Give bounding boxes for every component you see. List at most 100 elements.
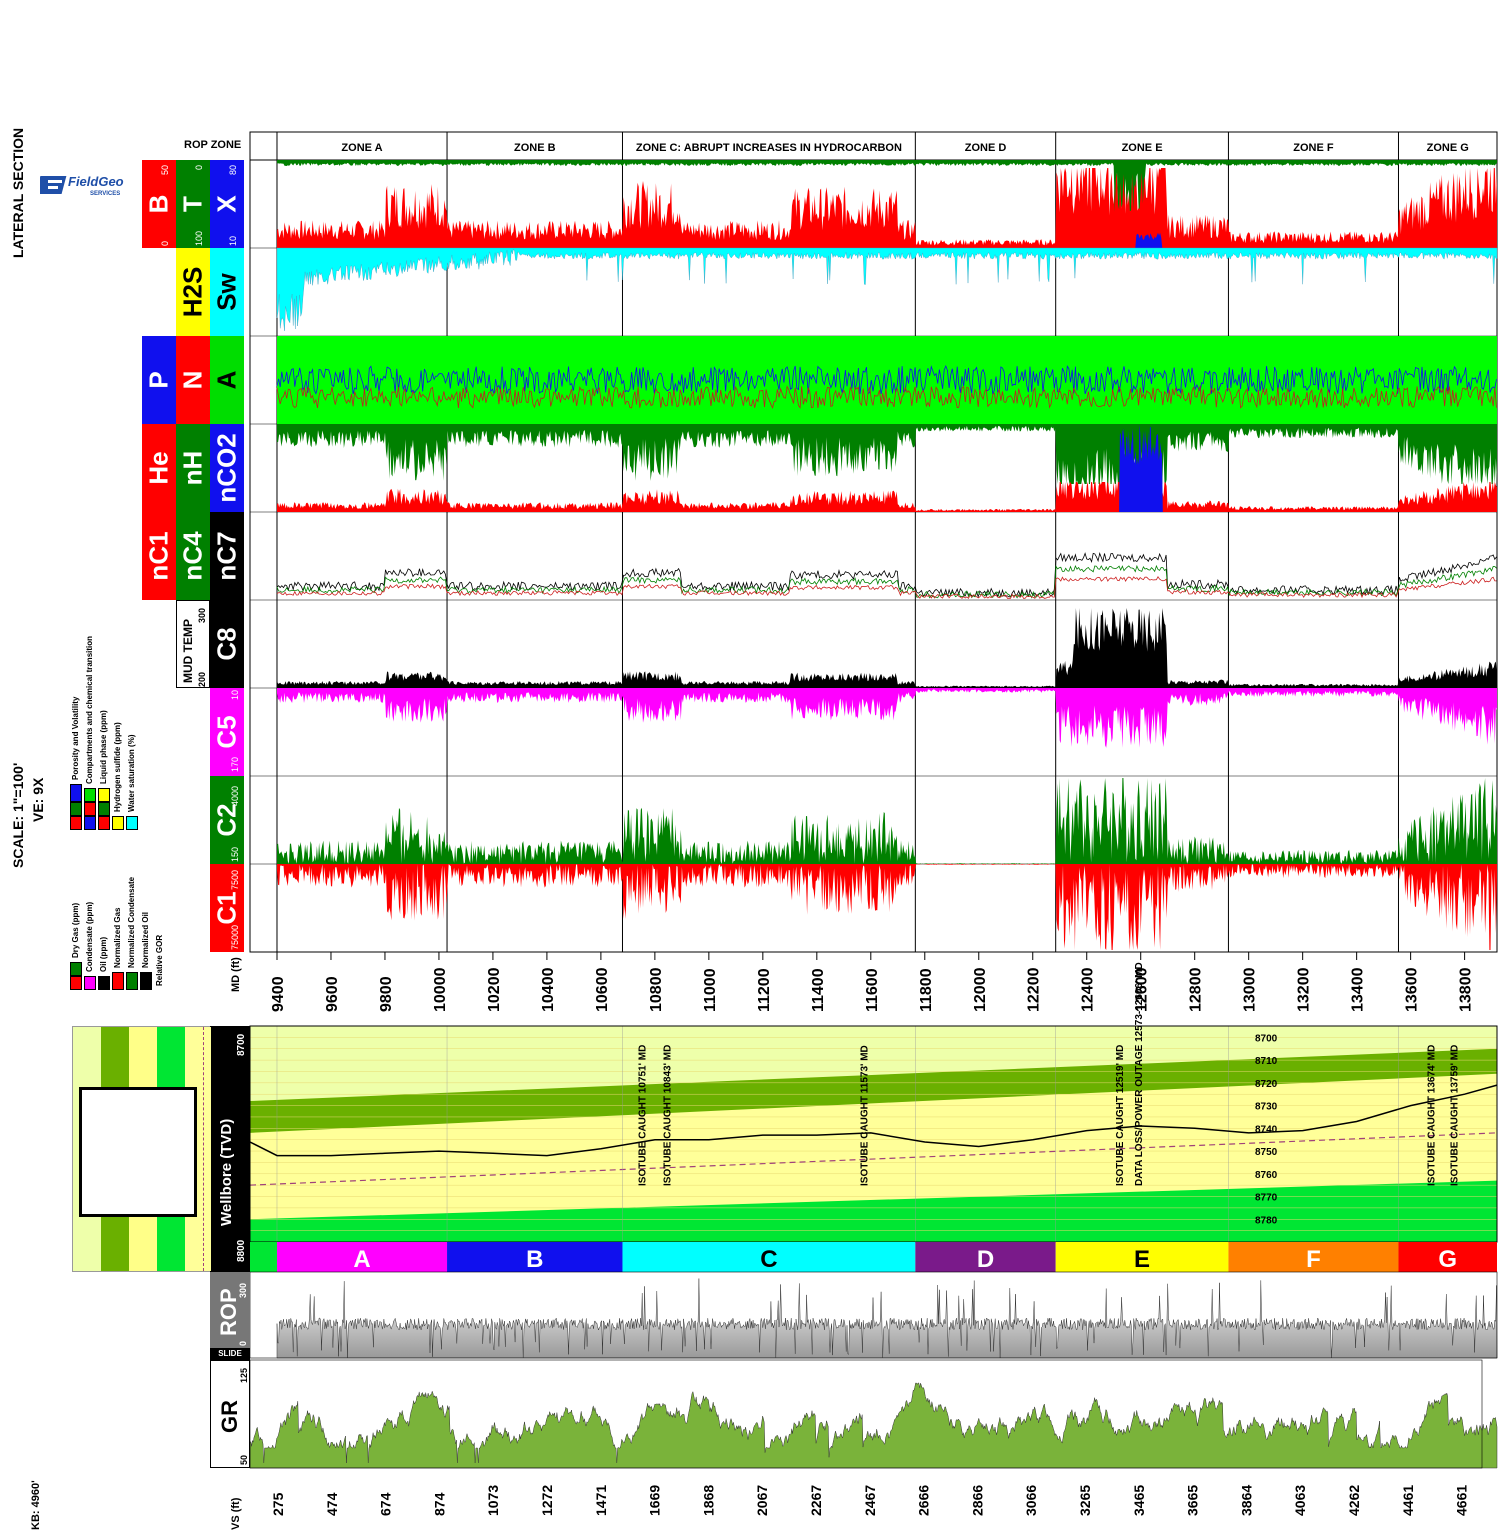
md-tick-label: 12000 bbox=[972, 967, 989, 1012]
vs-tick-label: 3465 bbox=[1131, 1485, 1147, 1516]
vs-tick-label: 275 bbox=[270, 1492, 286, 1516]
t-curve bbox=[276, 160, 1497, 212]
nc7-line bbox=[276, 552, 1497, 599]
annotation-label: ISOTUBE CAUGHT 11573' MD bbox=[860, 1045, 871, 1186]
vs-tick-label: 4661 bbox=[1454, 1485, 1470, 1516]
md-tick-label: 12400 bbox=[1080, 967, 1097, 1012]
track-label-c5: C5 bbox=[210, 688, 244, 776]
tvd-label: 8770 bbox=[1255, 1193, 1278, 1204]
zone-letter-c: C bbox=[760, 1246, 777, 1273]
track-label-nco2: nCO2 bbox=[210, 424, 244, 512]
md-tick-label: 11200 bbox=[756, 968, 773, 1012]
md-tick-label: 10800 bbox=[648, 967, 665, 1012]
vs-tick-label: 4063 bbox=[1292, 1485, 1308, 1516]
md-tick-label: 10400 bbox=[540, 967, 557, 1012]
legend-swatch bbox=[126, 816, 138, 830]
annotation-label: DATA LOSS/POWER OUTAGE 12573-12606' MD bbox=[1134, 962, 1145, 1186]
zone-letter-g: G bbox=[1438, 1246, 1457, 1273]
tvd-label: 8750 bbox=[1255, 1147, 1278, 1158]
legend-swatch bbox=[98, 976, 110, 990]
track-label-nc4: nC4 bbox=[176, 512, 210, 600]
zone-letter-b: B bbox=[526, 1246, 543, 1273]
md-axis-label: MD (ft) bbox=[230, 957, 242, 992]
legend-liquids: Dry Gas (ppm) Condensate (ppm) Oil (ppm) No… bbox=[70, 850, 190, 1000]
zone-bar-d bbox=[915, 1242, 1056, 1272]
strat-bottom bbox=[250, 1180, 1497, 1242]
c8-curve bbox=[276, 608, 1497, 688]
vs-tick-label: 474 bbox=[324, 1492, 340, 1516]
legend-swatch bbox=[70, 962, 82, 976]
md-tick-label: 13400 bbox=[1350, 967, 1367, 1012]
mud-temp-box: MUD TEMP 200 300 bbox=[176, 600, 210, 688]
legend-item: Condensate (ppm) bbox=[84, 850, 98, 1000]
vs-tick-label: 3665 bbox=[1185, 1485, 1201, 1516]
legend-item: Dry Gas (ppm) bbox=[70, 850, 84, 1000]
md-tick-label: 10200 bbox=[486, 967, 503, 1012]
zone-header-b: ZONE B bbox=[514, 142, 556, 154]
rop-frame bbox=[249, 1271, 1498, 1359]
rop-curve bbox=[276, 1278, 1498, 1359]
track-label-he: He bbox=[142, 424, 176, 512]
strat-column bbox=[72, 1026, 211, 1272]
tvd-label: 8780 bbox=[1255, 1215, 1278, 1226]
c2-curve bbox=[276, 778, 1497, 864]
legend-item: Liquid phase (ppm) bbox=[98, 620, 112, 835]
vs-tick-label: 2467 bbox=[862, 1485, 878, 1516]
zone-header-c: ZONE C: ABRUPT INCREASES IN HYDROCARBON bbox=[636, 142, 902, 154]
md-tick-label: 10600 bbox=[594, 967, 611, 1012]
md-tick-label: 13000 bbox=[1242, 967, 1259, 1012]
track-label-c2: C2 bbox=[210, 776, 244, 864]
legend-swatch bbox=[84, 816, 96, 830]
legend-item: Porosity and Volatility bbox=[70, 620, 84, 835]
zone-header-f: ZONE F bbox=[1293, 142, 1334, 154]
legend-swatch bbox=[70, 976, 82, 990]
vs-tick-label: 2267 bbox=[808, 1485, 824, 1516]
md-tick-label: 9400 bbox=[270, 976, 287, 1012]
track-label-h2s: H2S bbox=[176, 248, 210, 336]
n-line bbox=[276, 384, 1497, 409]
vs-tick-label: 2666 bbox=[916, 1485, 932, 1516]
zone-letter-d: D bbox=[977, 1246, 994, 1273]
he-curve bbox=[276, 482, 1497, 512]
md-tick-label: 12200 bbox=[1026, 967, 1043, 1012]
legend-swatch bbox=[70, 816, 82, 830]
md-tick-label: 13200 bbox=[1296, 967, 1313, 1012]
legend-item: Water saturation (%) bbox=[126, 620, 140, 835]
zone-bar-g bbox=[1398, 1242, 1497, 1272]
tvd-label: 8720 bbox=[1255, 1079, 1278, 1090]
strat-top bbox=[250, 1026, 1497, 1102]
md-tick-label: 11800 bbox=[918, 968, 935, 1012]
track-label-x: X bbox=[210, 160, 244, 248]
annotation-label: ISOTUBE CAUGHT 10751' MD bbox=[638, 1045, 649, 1186]
vs-tick-label: 874 bbox=[431, 1492, 447, 1516]
legend-swatch bbox=[84, 976, 96, 990]
track-label-c8: C8 bbox=[210, 600, 244, 688]
vs-tick-label: 3864 bbox=[1238, 1485, 1254, 1516]
logo-text: FieldGeo bbox=[68, 174, 124, 189]
zone-header-d: ZONE D bbox=[965, 142, 1007, 154]
track-label-n: N bbox=[176, 336, 210, 424]
tvd-label: 8740 bbox=[1255, 1124, 1278, 1135]
legend-swatch bbox=[98, 788, 110, 802]
annotation-label: ISOTUBE CAUGHT 13759' MD bbox=[1450, 1045, 1461, 1186]
vs-tick-label: 3066 bbox=[1023, 1485, 1039, 1516]
legend-item: Hydrogen sulfide (ppm) bbox=[112, 620, 126, 835]
vs-tick-label: 3265 bbox=[1077, 1485, 1093, 1516]
md-tick-label: 13600 bbox=[1404, 967, 1421, 1012]
tvd-label: 8760 bbox=[1255, 1170, 1278, 1181]
legend-item: Normalized Condensate bbox=[126, 850, 140, 1000]
legend-swatch bbox=[70, 802, 82, 816]
annotation-label: ISOTUBE CAUGHT 12519' MD bbox=[1115, 1045, 1126, 1186]
md-tick-label: 10000 bbox=[432, 967, 449, 1012]
zone-bar-lead bbox=[250, 1242, 277, 1272]
vs-tick-label: 1073 bbox=[485, 1485, 501, 1516]
legend-swatch bbox=[84, 788, 96, 802]
logo: FieldGeo SERVICES bbox=[35, 170, 124, 204]
wellbore-label: Wellbore (TVD) bbox=[218, 1118, 235, 1226]
nh-curve bbox=[276, 424, 1497, 484]
gr-label: GR bbox=[217, 1400, 242, 1433]
annotation-label: ISOTUBE CAUGHT 10843' MD bbox=[662, 1045, 673, 1186]
zone-bar-b bbox=[447, 1242, 623, 1272]
legend-swatch bbox=[98, 802, 110, 816]
zone-header-a: ZONE A bbox=[341, 142, 382, 154]
